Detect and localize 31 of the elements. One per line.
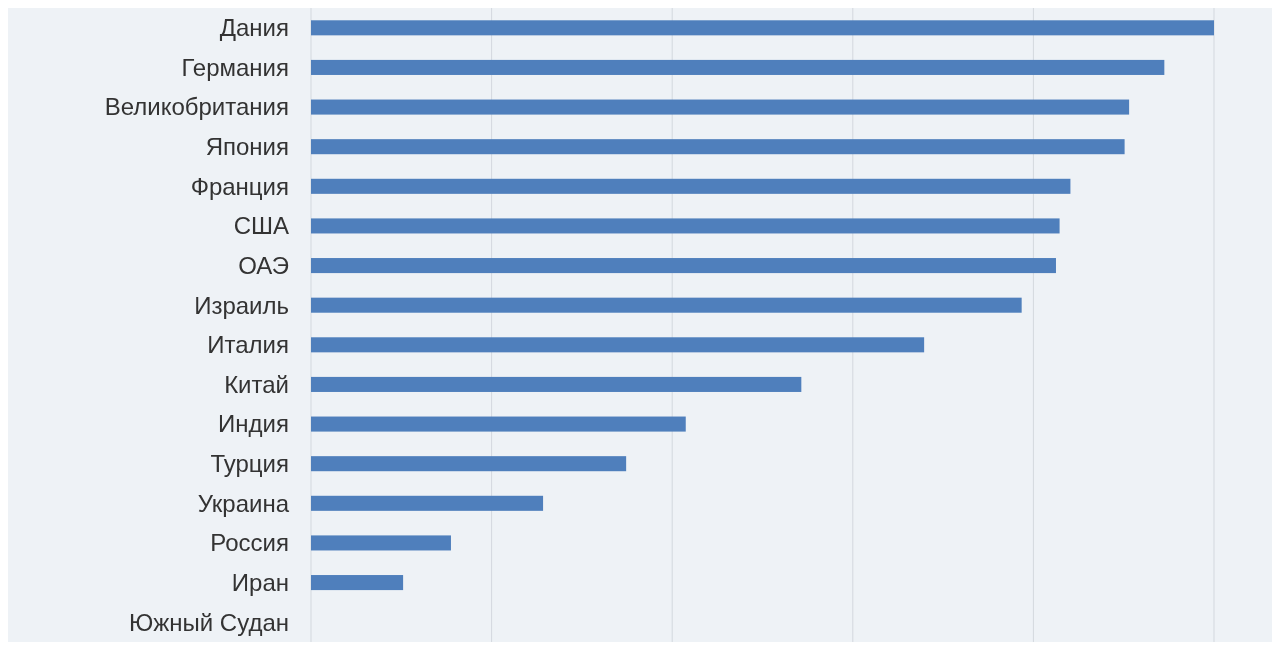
y-tick-label: ОАЭ	[238, 251, 289, 279]
bar	[311, 456, 627, 472]
y-tick-label: Франция	[190, 172, 289, 200]
bar	[311, 535, 451, 551]
y-tick-label: Великобритания	[104, 93, 289, 121]
y-tick-label: Дания	[219, 14, 289, 42]
bar	[311, 416, 686, 432]
y-tick-label: Китай	[224, 370, 289, 398]
bar	[311, 99, 1130, 115]
y-tick-label: Индия	[218, 410, 289, 438]
y-tick-label: Южный Судан	[128, 608, 289, 636]
bar	[311, 20, 1214, 36]
bar	[311, 337, 925, 353]
y-tick-label: Италия	[207, 331, 289, 359]
y-tick-label: Турция	[210, 450, 289, 478]
bar	[311, 59, 1165, 75]
y-tick-label: Украина	[197, 489, 290, 517]
bar	[311, 495, 544, 511]
y-tick-label: Япония	[205, 133, 289, 161]
y-tick-label: США	[233, 212, 289, 240]
y-tick-label: Германия	[181, 53, 289, 81]
y-tick-label: Россия	[210, 529, 289, 557]
y-tick-label: Иран	[231, 568, 289, 596]
bar	[311, 178, 1071, 194]
bar	[311, 258, 1056, 274]
bar	[311, 218, 1060, 234]
bar	[311, 139, 1125, 155]
bar	[311, 376, 802, 392]
y-tick-label: Израиль	[194, 291, 289, 319]
bar	[311, 575, 404, 591]
bar	[311, 297, 1022, 313]
